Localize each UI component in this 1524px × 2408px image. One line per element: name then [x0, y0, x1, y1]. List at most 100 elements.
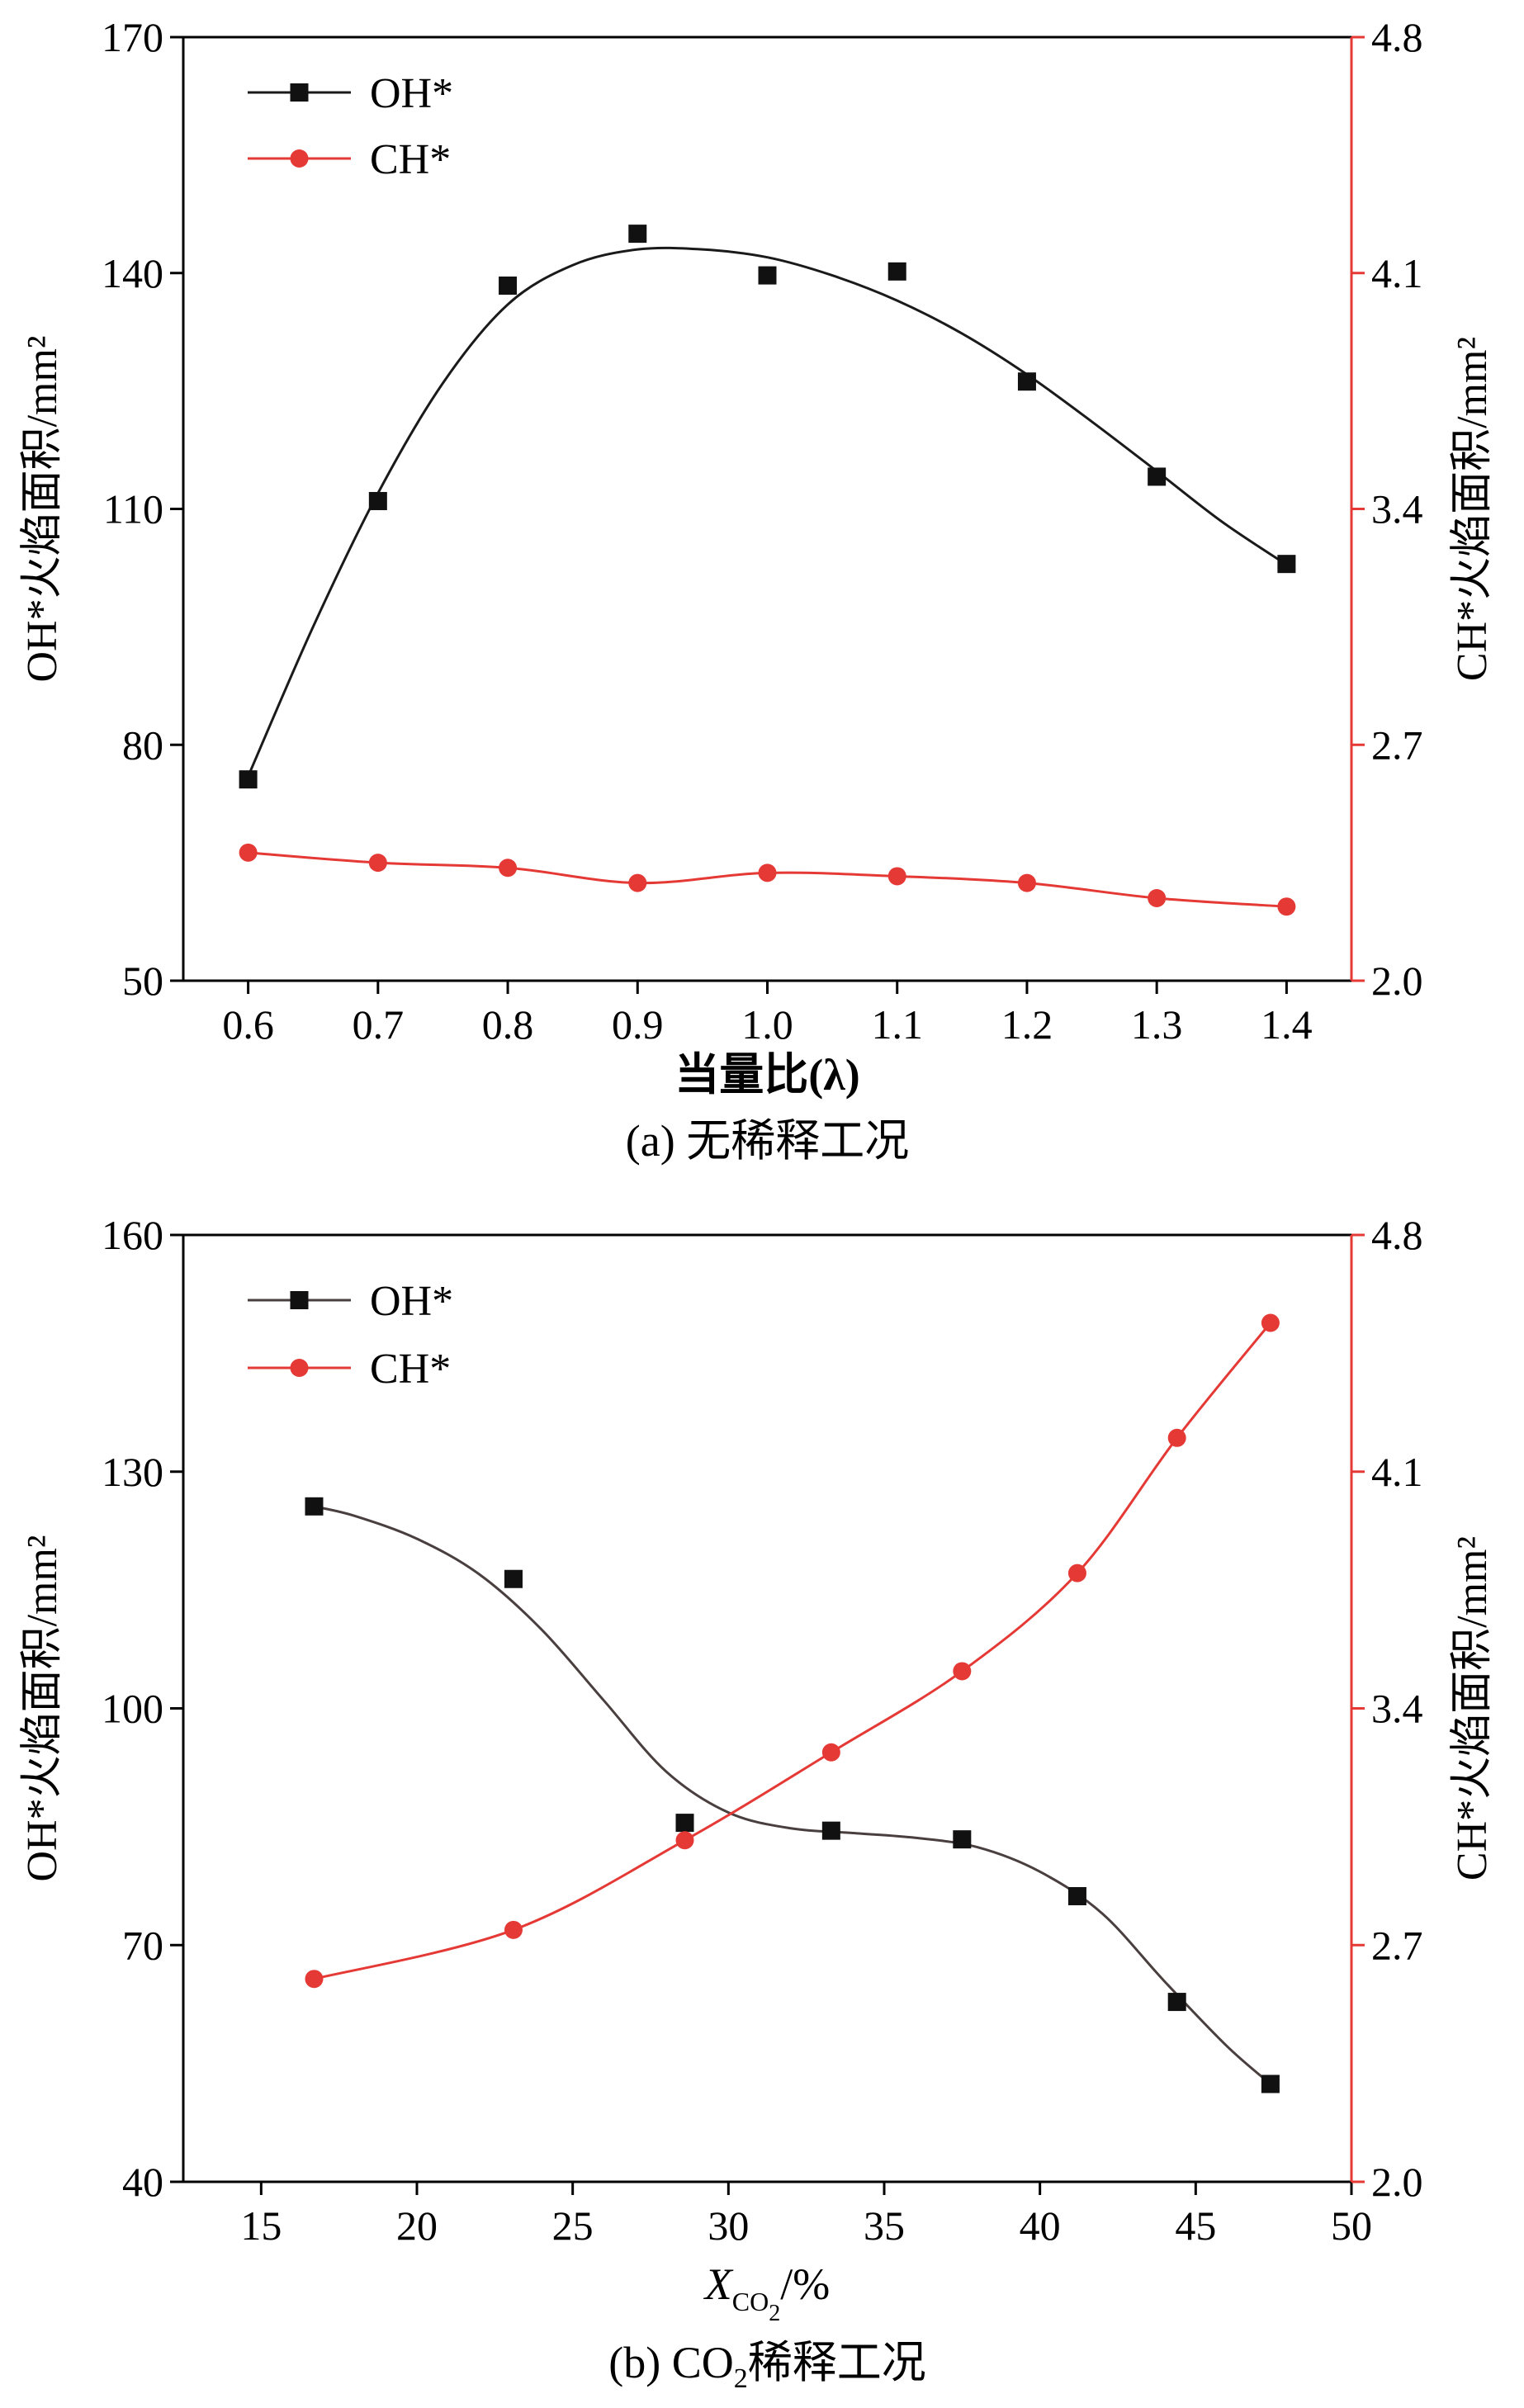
- panel-b-x-tick-label: 15: [240, 2202, 282, 2249]
- panel-b-series-ch-point: [675, 1831, 694, 1850]
- panel-b-series-oh-point: [305, 1497, 324, 1516]
- panel-b-x-tick-label: 45: [1175, 2202, 1216, 2249]
- panel-b-x-tick-label: 40: [1020, 2202, 1061, 2249]
- panel-b-y-right-tick-label: 3.4: [1371, 1686, 1423, 1732]
- panel-b-caption: (b) CO2稀释工况: [608, 2338, 925, 2394]
- panel-b-caption-prefix: (b) CO: [608, 2338, 733, 2387]
- panel-b-series-oh-point: [1067, 1886, 1086, 1905]
- panel-a-x-tick-label: 1.0: [741, 1001, 793, 1048]
- panel-b-x-title-subsub: 2: [769, 2301, 780, 2326]
- panel-a-series-ch-point: [1148, 888, 1167, 907]
- panel-a-y-right-tick-label: 3.4: [1371, 486, 1423, 532]
- panel-b-y-right-tick-label: 2.0: [1371, 2159, 1423, 2205]
- panel-b-y-left-tick-label: 160: [102, 1212, 163, 1258]
- panel-a-series-ch-point: [628, 873, 647, 892]
- panel-b-y-right-tick-label: 2.7: [1371, 1922, 1423, 1968]
- panel-a-y-right-tick-label: 4.1: [1371, 250, 1423, 296]
- panel-b-x-tick-label: 30: [708, 2202, 749, 2249]
- panel-a-y-right-tick-label: 2.7: [1371, 721, 1423, 768]
- panel-b-series-oh-line: [314, 1505, 1271, 2085]
- panel-a-series-oh-legend-marker: [290, 83, 309, 102]
- panel-a-series-ch-point: [758, 863, 777, 882]
- panel-a-x-tick-label: 0.6: [222, 1001, 274, 1048]
- panel-a-series-ch-point: [368, 854, 387, 873]
- panel-a-series-oh-point: [368, 491, 387, 510]
- panel-a-x-tick-label: 1.2: [1001, 1001, 1053, 1048]
- panel-a-series-ch-point: [239, 843, 258, 862]
- panel-a-series-oh-point: [1277, 555, 1296, 574]
- panel-b-y-right-tick-label: 4.8: [1371, 1212, 1423, 1258]
- panel-a-series-oh-point: [239, 770, 258, 789]
- panel-a-series-oh-point: [628, 225, 647, 244]
- panel-b-caption-suffix: 稀释工况: [748, 2338, 926, 2387]
- panel-a-y-right-tick-label: 4.8: [1371, 14, 1423, 60]
- panel-b-series-oh-point: [1261, 2074, 1280, 2093]
- panel-b-y-left-tick-label: 100: [102, 1686, 163, 1732]
- panel-b-series-oh-point: [1167, 1993, 1186, 2012]
- panel-b-series-ch-point: [953, 1662, 972, 1681]
- panel-b-y-left-tick-label: 40: [122, 2159, 163, 2205]
- panel-a-series-oh-point: [1148, 467, 1167, 486]
- panel-a-series-ch-legend-marker: [290, 149, 309, 168]
- panel-b-y-right-tick-label: 4.1: [1371, 1449, 1423, 1495]
- panel-a-y-left-tick-label: 140: [102, 250, 163, 296]
- panel-b-series-oh-legend-marker: [290, 1291, 309, 1309]
- panel-b-x-tick-label: 25: [552, 2202, 594, 2249]
- panel-a-series-ch-point: [1017, 873, 1036, 892]
- panel-a-series-oh-line: [247, 246, 1288, 777]
- panel-b-y-right-title: CH*火焰面积/mm²: [1449, 1536, 1496, 1881]
- panel-a-x-tick-label: 1.3: [1131, 1001, 1183, 1048]
- panel-b-y-left-title: OH*火焰面积/mm²: [19, 1535, 66, 1881]
- panel-b-y-left-tick-label: 70: [122, 1922, 163, 1968]
- panel-a-series-oh-point: [758, 266, 777, 285]
- panel-a-x-title: 当量比(λ): [674, 1050, 860, 1100]
- panel-a-x-tick-label: 0.9: [612, 1001, 664, 1048]
- panel-a-y-left-title: OH*火焰面积/mm²: [19, 335, 66, 682]
- panel-b-series-ch-point: [1067, 1564, 1086, 1582]
- panel-b-x-tick-label: 50: [1331, 2202, 1372, 2249]
- panel-a-y-left-tick-label: 110: [103, 486, 163, 532]
- panel-b-series-ch-point: [821, 1743, 840, 1762]
- panel-b-series-oh-point: [675, 1814, 694, 1833]
- panel-b-series-ch-point: [1167, 1428, 1186, 1447]
- panel-a-x-tick-label: 1.4: [1261, 1001, 1313, 1048]
- panel-b-x-tick-label: 35: [864, 2202, 905, 2249]
- panel-a-series-oh-legend-label: OH*: [370, 70, 453, 117]
- panel-b-y-left-tick-label: 130: [102, 1449, 163, 1495]
- panel-a-series-oh-point: [499, 276, 518, 295]
- panel-a-series-ch-legend-label: CH*: [370, 136, 451, 183]
- panel-b-caption-sub: 2: [734, 2363, 748, 2394]
- panel-a-x-tick-label: 0.7: [353, 1001, 405, 1048]
- panel-b-series-ch-line: [314, 1322, 1272, 1980]
- panel-b-x-tick-label: 20: [396, 2202, 438, 2249]
- panel-a-x-tick-label: 1.1: [871, 1001, 923, 1048]
- panel-a-y-right-tick-label: 2.0: [1371, 958, 1423, 1004]
- panel-a-x-tick-label: 0.8: [482, 1001, 534, 1048]
- panel-a-series-ch-point: [1277, 897, 1296, 916]
- panel-b-x-title-sub: CO: [732, 2287, 769, 2316]
- panel-b-series-oh-point: [821, 1821, 840, 1840]
- panel-a-series-oh-point: [1017, 372, 1036, 391]
- panel-b-x-title-unit: /%: [780, 2259, 830, 2309]
- panel-b-chart: 15 20 25 30 35 40 45 50 40 70 100 130 160 2.0 2.7 3.4 4.…: [19, 1212, 1496, 2394]
- panel-b-series-ch-point: [305, 1970, 324, 1989]
- panel-b-series-ch-point: [504, 1920, 523, 1939]
- panel-a-y-left-tick-label: 80: [122, 721, 163, 768]
- panel-b-series-ch-point: [1261, 1313, 1280, 1332]
- panel-a-y-left-tick-label: 170: [102, 14, 163, 60]
- panel-b-x-title: XCO2/%: [703, 2259, 830, 2326]
- panel-a-y-right-title: CH*火焰面积/mm²: [1449, 337, 1496, 681]
- panel-a-series-ch-point: [499, 859, 518, 878]
- panel-a-caption: (a) 无稀释工况: [626, 1116, 909, 1166]
- panel-a-series-oh-point: [887, 262, 906, 281]
- panel-a-y-left-tick-label: 50: [122, 958, 163, 1004]
- panel-b-x-title-var: X: [703, 2259, 734, 2309]
- panel-a-series-ch-point: [887, 867, 906, 886]
- panel-b-series-ch-legend-marker: [290, 1359, 309, 1377]
- panel-b-series-oh-point: [953, 1830, 972, 1849]
- panel-b-series-oh-point: [504, 1569, 523, 1588]
- panel-b-series-ch-legend-label: CH*: [370, 1346, 451, 1393]
- panel-b-series-oh-legend-label: OH*: [370, 1278, 453, 1325]
- panel-a-chart: 0.6 0.7 0.8 0.9 1.0 1.1 1.2 1.3 1.4 50 80 110 140 170…: [19, 14, 1496, 1166]
